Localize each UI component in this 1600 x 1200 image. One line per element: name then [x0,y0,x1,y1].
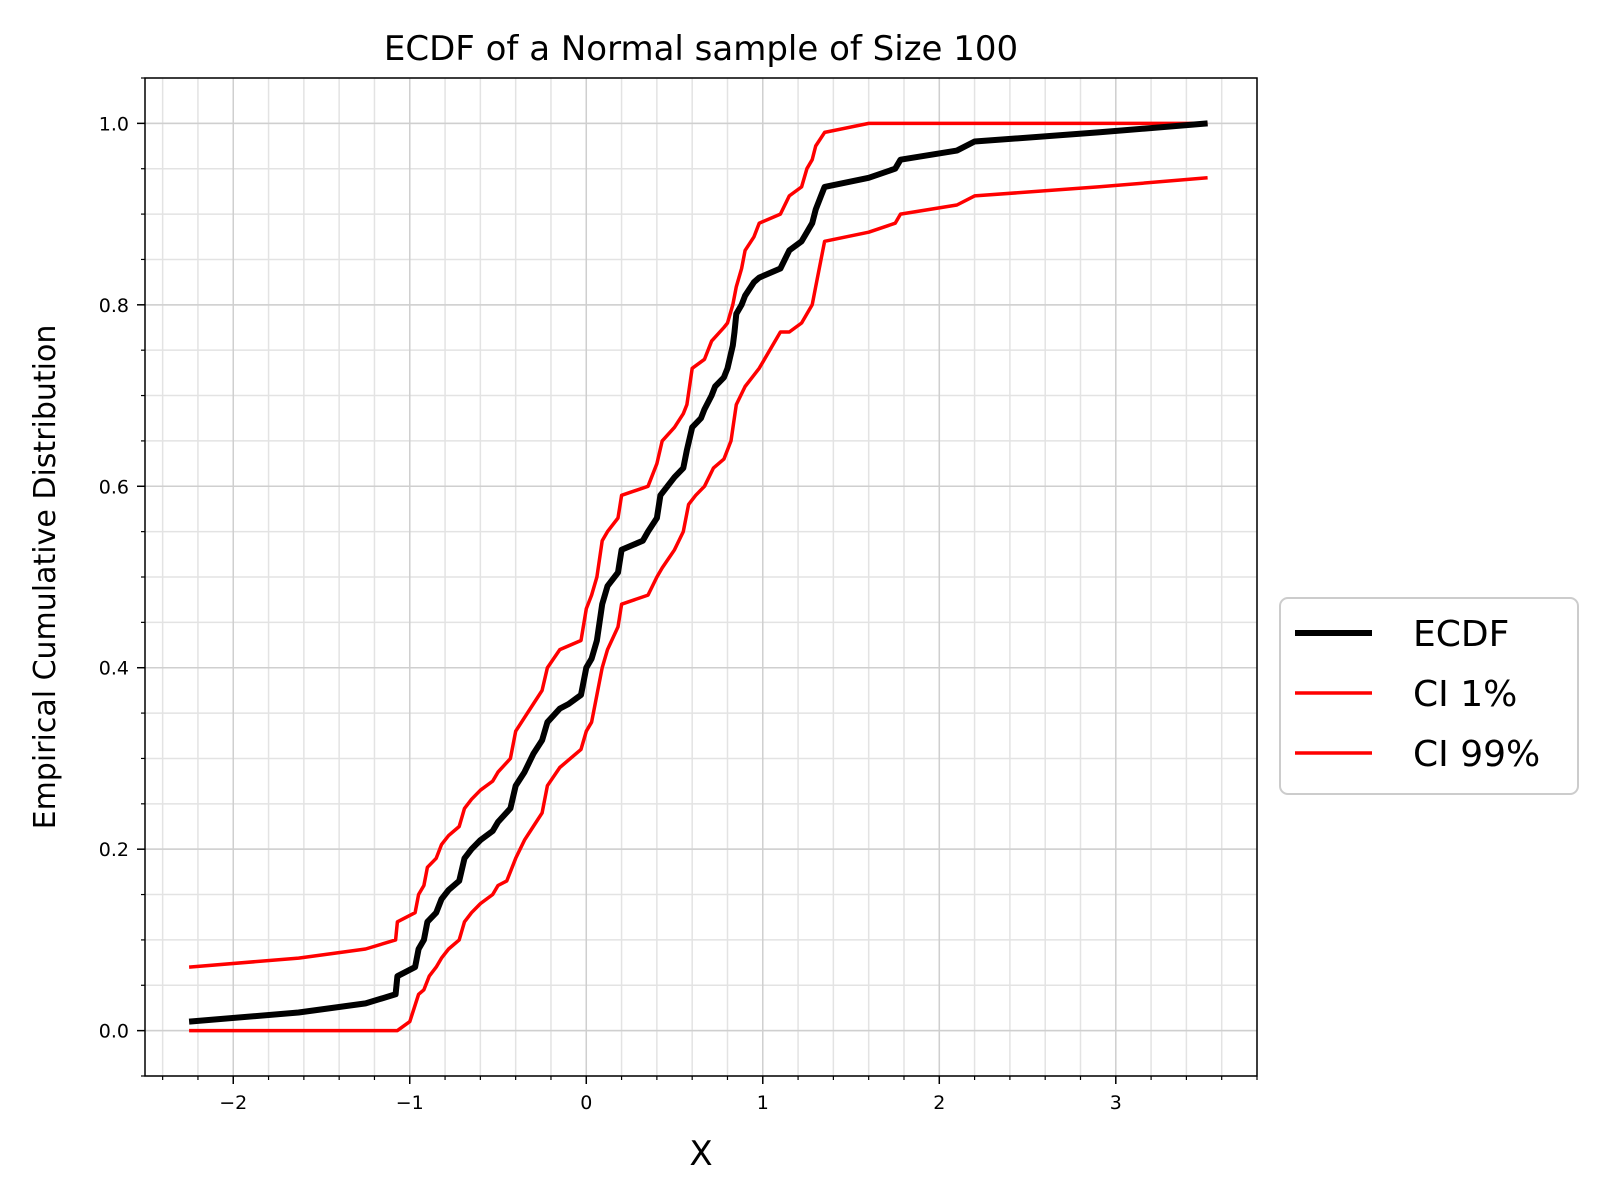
x-tick-label: 3 [1110,1092,1122,1114]
y-tick-label: 0.0 [99,1021,129,1043]
legend-box [1279,597,1579,795]
legend-label: ECDF [1413,614,1509,655]
x-tick-label: 1 [757,1092,769,1114]
grid [145,77,1258,1077]
y-tick-label: 0.8 [99,295,129,317]
legend-label: CI 1% [1413,674,1517,715]
y-tick-label: 1.0 [99,113,129,135]
x-tick-label: 0 [580,1092,592,1114]
series-line-ecdf [188,120,1208,1025]
y-tick-label: 0.6 [99,476,129,498]
legend: ECDF CI 1% CI 99% [1279,597,1579,795]
axis-ticks: −2 −1 0 1 2 3 0.0 0.2 0.4 0.6 0.8 1.0 [99,77,1258,1114]
x-tick-label: −1 [396,1092,424,1114]
x-tick-label: −2 [219,1092,247,1114]
x-axis-title: X [689,1134,712,1174]
legend-label: CI 99% [1413,734,1540,775]
chart-title: ECDF of a Normal sample of Size 100 [384,29,1018,69]
x-tick-label: 2 [933,1092,945,1114]
series-line-ci-99 [188,121,1208,969]
y-tick-label: 0.2 [99,839,129,861]
y-tick-label: 0.4 [99,658,129,680]
y-axis-title: Empirical Cumulative Distribution [28,325,63,830]
series-line-ci-1 [189,176,1208,1033]
plot-lines [188,120,1208,1033]
